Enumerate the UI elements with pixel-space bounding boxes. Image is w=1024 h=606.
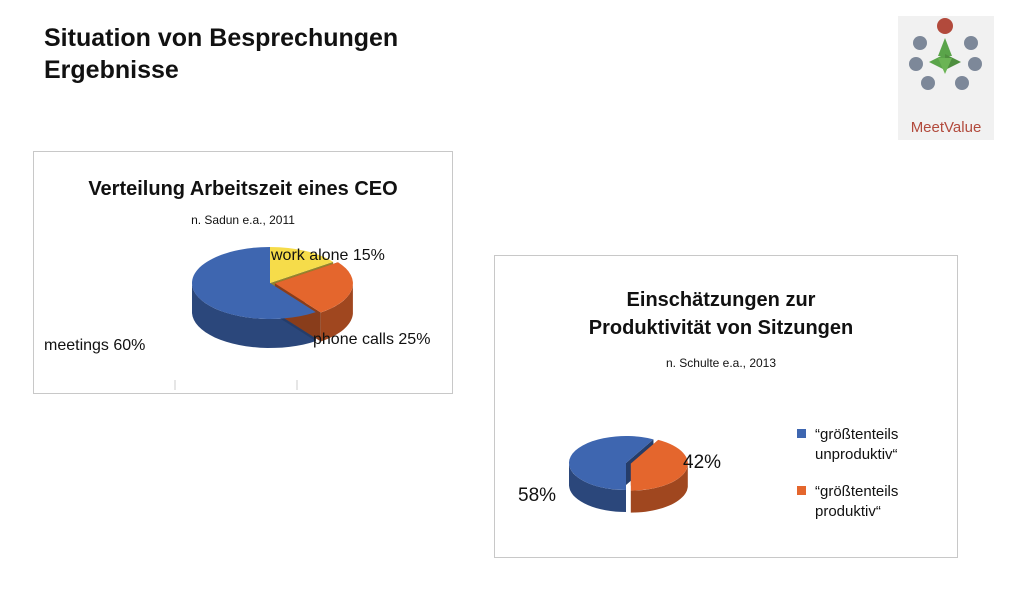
legend-label-produktiv-2: produktiv“ [815, 503, 881, 520]
slide-title-line2: Ergebnisse [44, 56, 179, 84]
pie-label-meetings: meetings 60% [44, 337, 145, 354]
chart-subtitle: n. Schulte e.a., 2013 [666, 356, 776, 370]
logo-text: MeetValue [910, 119, 982, 136]
logo-dot [909, 57, 923, 71]
logo-dot [913, 36, 927, 50]
logo-arrow [938, 58, 952, 74]
ceo-slice-top-1 [270, 247, 334, 283]
logo-dot [921, 76, 935, 90]
logo-dot-top [937, 18, 953, 34]
legend-label-unproduktiv-1: “größtenteils [815, 426, 898, 443]
pie-label-58: 58% [518, 485, 556, 506]
ceo-slice-side-0 [192, 284, 316, 348]
ceo-slice-side-2 [320, 283, 353, 342]
prod-slice-top-1 [630, 439, 688, 491]
logo-dot [968, 57, 982, 71]
logo-arrow [938, 38, 952, 56]
chart-meeting-productivity: Einschätzungen zur Produktivität von Sit… [494, 255, 958, 558]
slide-title: Situation von Besprechungen Ergebnisse [44, 22, 444, 86]
pie-label-phone-calls: phone calls 25% [313, 331, 430, 348]
logo-dot [955, 76, 969, 90]
logo-dot [964, 36, 978, 50]
chart-ceo-worktime: Verteilung Arbeitszeit eines CEO n. Sadu… [33, 151, 453, 394]
slide-title-line1: Situation von Besprechungen [44, 24, 399, 52]
chart-title: Verteilung Arbeitszeit eines CEO [88, 178, 397, 200]
pie-chart [569, 436, 688, 513]
pie-label-work-alone: work alone 15% [270, 247, 385, 264]
chart-subtitle: n. Sadun e.a., 2011 [191, 213, 295, 227]
legend-label-produktiv-1: “größtenteils [815, 483, 898, 500]
logo-icon [909, 18, 982, 90]
chart-title-line1: Einschätzungen zur [627, 289, 816, 311]
meetvalue-logo: MeetValue [898, 16, 994, 140]
legend-label-unproduktiv-2: unproduktiv“ [815, 446, 898, 463]
pie-chart [192, 247, 353, 348]
ceo-slice-top-0 [192, 247, 316, 319]
chart-productivity-svg: Einschätzungen zur Produktivität von Sit… [518, 289, 898, 520]
legend-swatch-unproduktiv [797, 429, 806, 438]
chart-title-line2: Produktivität von Sitzungen [589, 317, 853, 339]
ceo-slice-top-2 [274, 262, 353, 313]
prod-slice-side-1 [630, 463, 688, 513]
pie-label-42: 42% [683, 452, 721, 473]
prod-slice-side-0 [569, 463, 626, 512]
prod-slice-top-0 [569, 436, 654, 490]
legend-swatch-produktiv [797, 486, 806, 495]
chart-ceo-svg: Verteilung Arbeitszeit eines CEO n. Sadu… [44, 178, 430, 390]
